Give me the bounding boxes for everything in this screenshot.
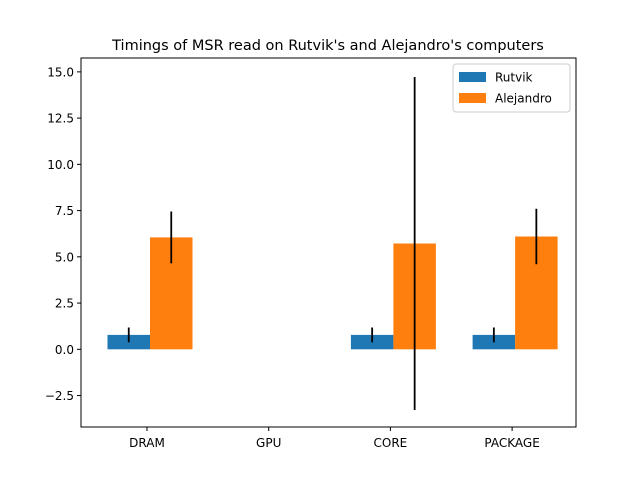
x-axis: DRAM GPU CORE PACKAGE: [129, 427, 540, 450]
x-tick-label-package: PACKAGE: [484, 436, 539, 450]
legend: Rutvik Alejandro: [452, 63, 571, 113]
y-tick-label: 0.0: [55, 343, 74, 357]
x-tick-label-dram: DRAM: [129, 436, 165, 450]
y-tick-label: 5.0: [55, 250, 74, 264]
y-tick-label: 7.5: [55, 204, 74, 218]
legend-label-alejandro: Alejandro: [495, 92, 552, 106]
legend-swatch-rutvik: [459, 72, 486, 82]
chart-title: Timings of MSR read on Rutvik's and Alej…: [111, 38, 544, 54]
y-tick-label: −2.5: [45, 389, 74, 403]
x-tick-label-gpu: GPU: [256, 436, 281, 450]
y-tick-label: 10.0: [47, 158, 74, 172]
y-axis: −2.5 0.0 2.5 5.0 7.5 10.0 12.5 15.0: [45, 65, 81, 403]
y-tick-label: 12.5: [47, 112, 74, 126]
plot-frame: [80, 57, 577, 428]
legend-swatch-alejandro: [459, 93, 486, 103]
y-tick-label: 15.0: [47, 65, 74, 79]
x-tick-label-core: CORE: [374, 436, 408, 450]
y-tick-label: 2.5: [55, 297, 74, 311]
legend-label-rutvik: Rutvik: [495, 71, 533, 85]
error-bars-layer: [127, 77, 538, 410]
